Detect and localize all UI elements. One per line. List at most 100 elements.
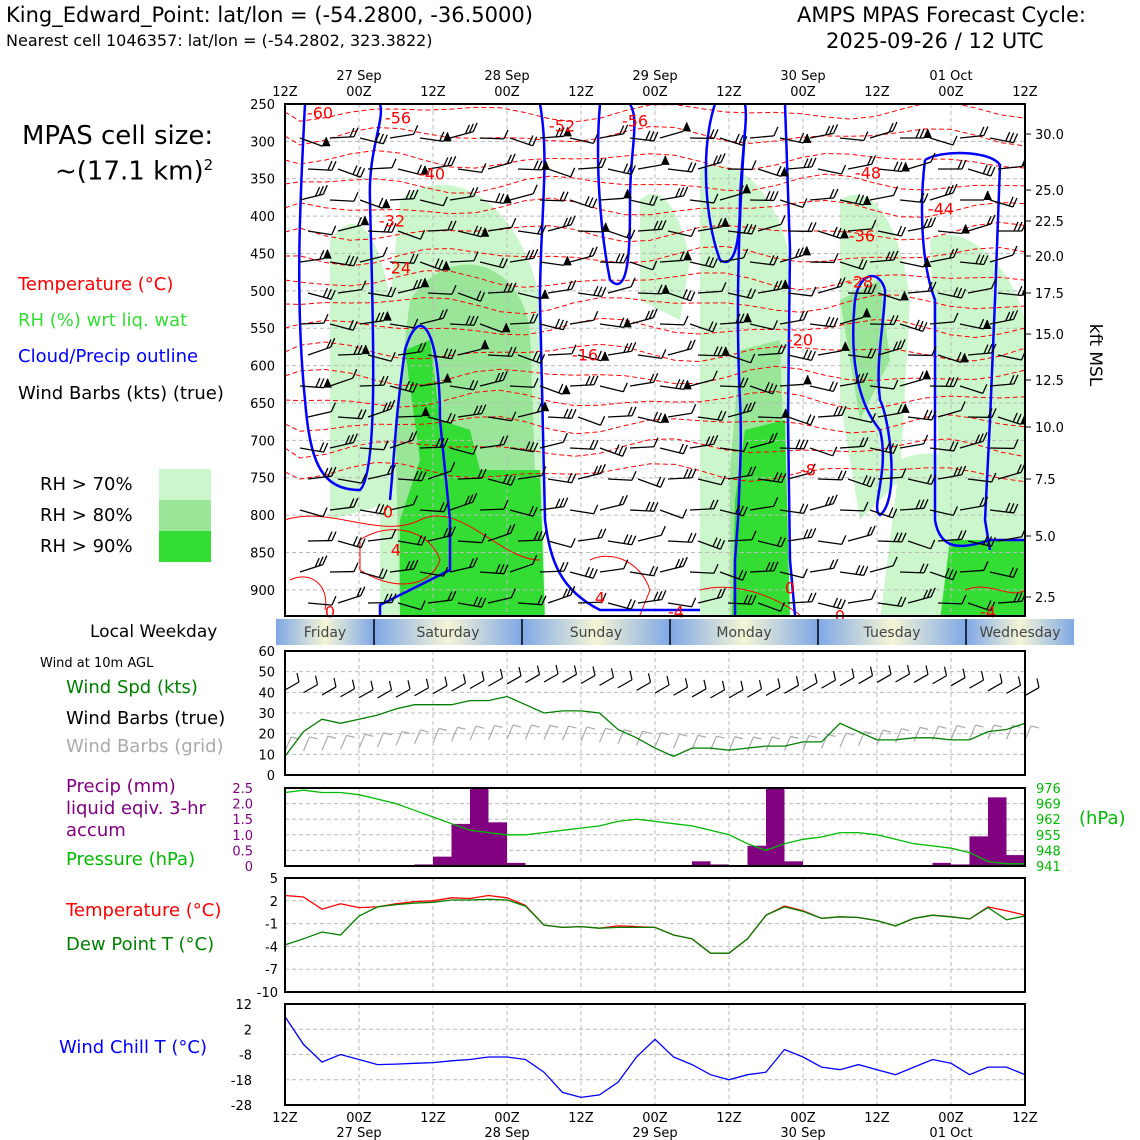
wind-barb [817,535,847,545]
wind-barb-feather [952,506,958,516]
wind-barb-feather [450,526,456,536]
wind-barb [689,434,719,449]
wind-barb-feather [901,532,907,543]
wind-barb-shaft [337,594,362,604]
wind-barb [869,507,898,519]
wind-barb-feather [356,166,362,177]
wind-barb-feather [327,467,333,477]
wind-barb-feather [447,156,453,167]
kft-tick-label: 7.5 [1035,473,1056,488]
pressure-tick-label: 900 [250,584,275,599]
grid-barb-feather [494,724,503,729]
true-wind-barb [303,675,319,694]
wind-barb [967,472,997,483]
wind-barb-feather [507,346,513,357]
wind-barb-shaft [817,168,842,175]
true-barb-feather [1036,678,1040,688]
wind-barb-feather [1012,197,1018,208]
grid-barb-shaft [524,724,533,740]
wind-barb [487,153,516,170]
wind-barb [937,224,970,235]
wind-barb-pennant [623,318,632,328]
wind-barb-feather [421,535,427,546]
wind-barb [839,564,869,576]
wind-barb-feather [555,127,561,138]
wind-barb-feather [391,222,397,233]
grid-barb-feather [531,724,540,728]
wind-barb-feather [626,598,632,609]
wind-barb-feather [409,253,415,264]
wind-barb [637,476,666,488]
temperature-contour-label: -24 [385,259,411,278]
wind-barb-feather [975,254,981,264]
wind-barb-shaft [427,470,451,480]
wind-barb [479,257,508,269]
wind-barb-feather [960,401,966,411]
wind-barb-feather [678,557,684,568]
wind-barb [577,350,610,362]
wind-barb [569,134,598,145]
wind-barb-pennant [961,224,970,234]
pressure-tick-label: 400 [250,210,275,225]
temperature-contour-solid [964,586,1025,594]
wind-barb [907,346,937,357]
kft-tick-label: 12.5 [1035,374,1064,389]
true-barb-shaft [562,673,577,683]
wind-barb-feather [751,594,757,605]
wind-barb-shaft [397,602,422,611]
true-barb-feather [388,680,393,691]
wind-barb-feather [353,256,359,267]
wind-barb-shaft [997,165,1022,170]
precip-bar [1006,855,1025,866]
grid-barb-feather [364,733,374,737]
wind-barb-feather [803,439,809,450]
wind-barb-feather [649,373,655,384]
wind-barb-shaft [727,539,753,542]
temperature-contour-label: -16 [572,346,598,365]
wind-barb-feather [682,444,688,455]
wind-barb-shaft [457,168,482,173]
wind-barb-shaft [359,447,384,451]
wind-barb-feather [417,471,423,481]
grid-wind-barb [543,724,559,740]
wind-barb-feather [859,437,865,447]
wind-barb [937,530,967,542]
wind-barb-feather [979,497,985,507]
wind-barb [547,585,576,604]
wind-barb [659,378,692,390]
true-barb-feather [740,680,744,691]
true-barb-shaft [617,679,633,689]
grid-barb-feather [586,726,596,730]
wind-barb-feather [897,404,903,414]
wind-barb-feather [378,568,384,578]
grid-wind-barb [1024,725,1040,741]
wind-barb-feather [825,316,831,327]
wind-barb [389,189,419,201]
wind-barb-feather [799,503,805,514]
wind-barb [607,534,637,546]
wind-barb-pennant [503,194,512,204]
wind-barb-feather [562,432,568,443]
wind-barb [397,342,427,356]
grid-wind-barb [950,724,966,740]
wind-barb-feather [623,253,629,264]
weekday-band [522,619,670,645]
wind-barb [307,531,337,542]
grid-barb-shaft [654,732,662,747]
wind-barb-shaft [727,410,752,418]
wind-barb-feather [627,534,633,545]
wind-barb-pennant [601,351,610,361]
grid-barb-feather [882,729,892,733]
temp-tick-label: -10 [257,986,278,1001]
wind-barb-feather [687,532,693,543]
wind-barb-feather [661,220,667,230]
wind-barb-feather [506,474,512,485]
weekday-label: Local Weekday [90,622,218,642]
wind-barb-feather [319,442,325,452]
wind-barb-feather [382,134,388,145]
wind-barb [817,164,847,175]
wind-barb-feather [596,350,602,361]
grid-barb-feather [438,727,448,732]
wind-barb-shaft [929,321,954,325]
